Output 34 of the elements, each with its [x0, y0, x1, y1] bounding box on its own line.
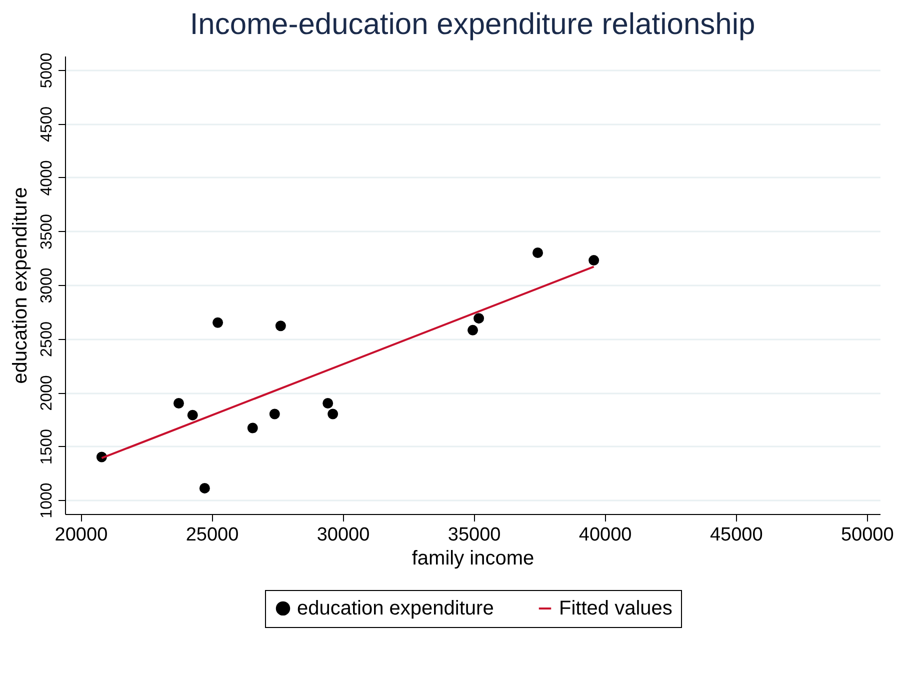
point [247, 422, 258, 434]
legend-label: Fitted values [559, 598, 672, 620]
y-tick-label: 4500 [38, 106, 56, 142]
point [173, 398, 184, 408]
chart-title: Income-education expenditure relationship [190, 8, 756, 42]
x-tick-label: 45000 [710, 524, 763, 546]
x-tick-label: 20000 [54, 524, 108, 546]
x-tick-label: 35000 [448, 524, 501, 546]
y-axis-title: education expenditure [10, 187, 32, 384]
point [532, 248, 543, 258]
point [199, 482, 210, 494]
y-tick-label: 2500 [38, 321, 56, 358]
y-tick-label: 3000 [38, 268, 56, 304]
point [212, 317, 224, 328]
point [468, 324, 478, 336]
point [275, 320, 286, 332]
y-tick-label: 3500 [38, 214, 56, 250]
point [322, 398, 334, 408]
y-tick-label: 5000 [38, 52, 56, 88]
y-tick-label: 1500 [38, 428, 56, 465]
y-tick-label: 4000 [38, 160, 56, 196]
x-tick-label: 50000 [840, 524, 894, 546]
x-axis-title: family income [412, 548, 534, 570]
point [187, 410, 198, 420]
point [328, 408, 338, 420]
x-tick-label: 25000 [186, 524, 239, 546]
y-tick-label: 1000 [38, 482, 56, 518]
x-tick-label: 30000 [316, 524, 370, 546]
point [269, 408, 280, 420]
y-tick-label: 2000 [38, 375, 56, 411]
point [588, 255, 600, 266]
legend-label: education expenditure [297, 597, 494, 620]
point [474, 313, 484, 324]
x-tick-label: 40000 [578, 524, 632, 546]
